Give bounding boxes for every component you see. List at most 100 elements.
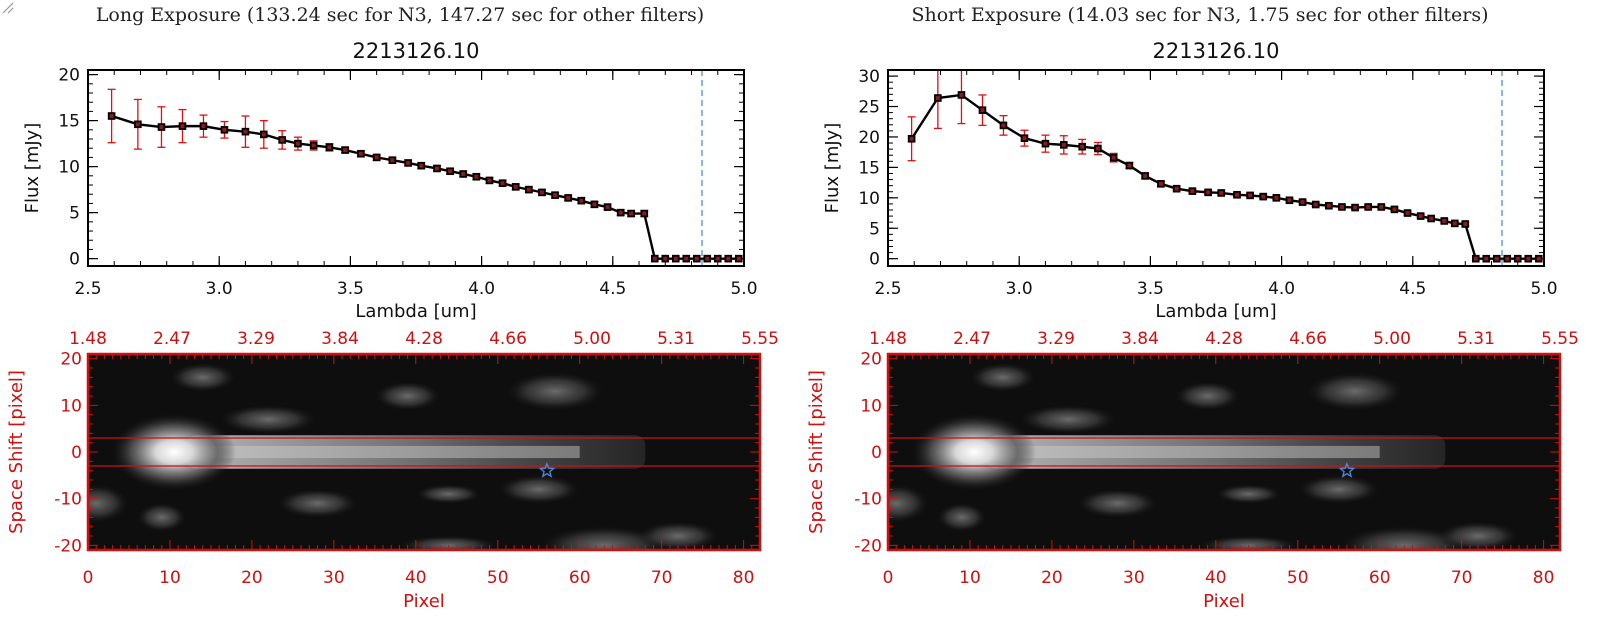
wavelength-tick-label: 5.55 xyxy=(741,329,779,349)
x-tick-label: 4.5 xyxy=(599,279,626,299)
x-tick-label: 3.5 xyxy=(1137,279,1164,299)
x-tick-label: 4.5 xyxy=(1399,279,1426,299)
y-tick-label: 30 xyxy=(858,67,880,87)
x-tick-label: 3.0 xyxy=(1006,279,1033,299)
data-point-core xyxy=(343,148,348,153)
data-point-core xyxy=(684,256,689,261)
spectral-trace-core xyxy=(986,445,1380,459)
x-axis-label: Lambda [um] xyxy=(355,301,476,322)
background-blob xyxy=(1307,372,1404,411)
data-point-core xyxy=(1248,193,1253,198)
spectral-image xyxy=(88,354,760,550)
data-point-core xyxy=(935,96,940,100)
data-point-core xyxy=(1190,189,1195,194)
data-point-core xyxy=(159,125,164,130)
spectrum-title: 2213126.10 xyxy=(1153,39,1280,63)
y-tick-label: 0 xyxy=(869,250,880,270)
wavelength-tick-label: 3.84 xyxy=(1121,329,1159,349)
data-point-core xyxy=(1429,216,1434,221)
data-point-core xyxy=(1043,141,1048,146)
spectrum-frame xyxy=(887,69,1545,267)
image-x-tick-label: 30 xyxy=(323,568,345,588)
spectral-trace xyxy=(186,435,646,469)
y-tick-label: 15 xyxy=(58,112,80,132)
short-exposure-charts: 2213126.102.5 3.0 3.5 4.0 4.5 5.0051015202530… xyxy=(806,39,1579,612)
data-point-core xyxy=(539,190,544,195)
exposure-title: Long Exposure (133.24 sec for N3, 147.27… xyxy=(95,4,705,26)
data-point-core xyxy=(1174,186,1179,191)
bright-source xyxy=(112,414,237,490)
data-point-core xyxy=(180,124,185,129)
x-tick-label: 2.5 xyxy=(74,279,101,299)
data-point-core xyxy=(526,187,531,192)
data-point-core xyxy=(592,202,597,207)
image-x-tick-label: 50 xyxy=(487,568,509,588)
y-tick-label: 5 xyxy=(869,219,880,239)
data-point-core xyxy=(663,256,668,261)
image-y-tick-label: 10 xyxy=(60,396,82,416)
data-point-core xyxy=(513,184,518,189)
y-tick-label: 5 xyxy=(69,204,80,224)
wavelength-tick-label: 5.31 xyxy=(1457,329,1495,349)
spectral-image xyxy=(888,354,1560,550)
image-x-tick-label: 10 xyxy=(959,568,981,588)
background-blob xyxy=(507,372,604,411)
background-blob xyxy=(375,381,440,411)
data-point-core xyxy=(629,211,634,216)
data-point-core xyxy=(109,114,114,119)
image-y-axis-label: Space Shift [pixel] xyxy=(6,370,27,534)
wavelength-tick-label: 3.84 xyxy=(321,329,359,349)
data-point-core xyxy=(566,195,571,200)
wavelength-tick-label: 1.48 xyxy=(69,329,107,349)
background-blob xyxy=(277,489,358,518)
background-blob xyxy=(1216,484,1281,504)
wavelength-tick-label: 5.00 xyxy=(573,329,611,349)
spectral-trace-core xyxy=(186,445,580,459)
x-tick-label: 4.0 xyxy=(468,279,495,299)
spectral-trace xyxy=(986,435,1446,469)
wavelength-tick-label: 5.31 xyxy=(657,329,695,349)
data-point-core xyxy=(618,210,623,215)
data-point-core xyxy=(1515,256,1520,261)
wavelength-tick-label: 3.29 xyxy=(1037,329,1075,349)
image-x-tick-label: 40 xyxy=(405,568,427,588)
data-point-core xyxy=(358,151,363,156)
wavelength-tick-label: 4.28 xyxy=(405,329,443,349)
data-point-core xyxy=(419,163,424,168)
image-x-tick-label: 0 xyxy=(83,568,94,588)
y-axis-label: Flux [mJy] xyxy=(22,123,43,214)
wavelength-tick-label: 1.48 xyxy=(869,329,907,349)
background-blob xyxy=(1175,381,1240,411)
data-point-core xyxy=(406,160,411,165)
wavelength-tick-label: 5.00 xyxy=(1373,329,1411,349)
data-point-core xyxy=(1339,204,1344,209)
background-blob xyxy=(638,521,719,550)
data-point-core xyxy=(487,178,492,183)
image-x-tick-label: 70 xyxy=(1451,568,1473,588)
data-point-core xyxy=(1206,190,1211,195)
background-blob xyxy=(888,484,929,523)
data-point-core xyxy=(327,145,332,150)
background-blob xyxy=(540,526,669,550)
y-axis-label: Flux [mJy] xyxy=(822,123,843,214)
image-x-tick-label: 60 xyxy=(1369,568,1391,588)
image-x-tick-label: 0 xyxy=(883,568,894,588)
data-point-core xyxy=(434,166,439,171)
image-y-tick-label: 20 xyxy=(860,350,882,370)
resize-grip-icon[interactable] xyxy=(0,0,14,14)
data-point-core xyxy=(222,127,227,132)
data-point-core xyxy=(1158,181,1163,186)
data-point-core xyxy=(1405,211,1410,216)
image-y-axis-label: Space Shift [pixel] xyxy=(806,370,827,534)
y-tick-label: 0 xyxy=(69,250,80,270)
y-tick-label: 20 xyxy=(858,128,880,148)
data-point-core xyxy=(652,256,657,261)
bright-source xyxy=(912,414,1037,490)
x-tick-label: 5.0 xyxy=(730,279,757,299)
background-blob xyxy=(88,484,129,523)
data-point-core xyxy=(448,169,453,174)
image-x-tick-label: 20 xyxy=(241,568,263,588)
data-point-core xyxy=(374,155,379,160)
wavelength-tick-label: 4.66 xyxy=(1289,329,1327,349)
image-x-axis-label: Pixel xyxy=(1203,591,1245,612)
